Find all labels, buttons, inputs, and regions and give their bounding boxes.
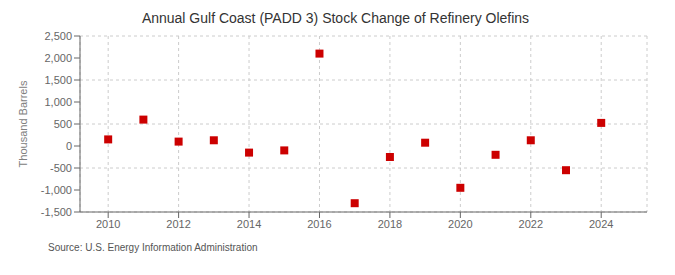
svg-text:Thousand Barrels: Thousand Barrels — [17, 80, 29, 167]
svg-text:2,000: 2,000 — [44, 52, 72, 64]
svg-text:-500: -500 — [50, 162, 72, 174]
svg-text:2016: 2016 — [307, 218, 331, 230]
svg-text:-1,000: -1,000 — [41, 184, 72, 196]
svg-text:1,500: 1,500 — [44, 74, 72, 86]
svg-text:500: 500 — [54, 118, 72, 130]
svg-text:2024: 2024 — [589, 218, 613, 230]
svg-text:2010: 2010 — [96, 218, 120, 230]
html-text:Annual Gulf Coast (PADD 3) Sto: Annual Gulf Coast (PADD 3) Stock Change … — [141, 10, 530, 26]
svg-text:0: 0 — [66, 140, 72, 152]
svg-text:2018: 2018 — [378, 218, 402, 230]
svg-text:1,000: 1,000 — [44, 96, 72, 108]
svg-text:-1,500: -1,500 — [41, 206, 72, 218]
svg-text:2012: 2012 — [166, 218, 190, 230]
svg-text:2020: 2020 — [448, 218, 472, 230]
html-text:Source: U.S. Energy Informatio: Source: U.S. Energy Information Administ… — [48, 242, 258, 253]
svg-text:2014: 2014 — [237, 218, 261, 230]
svg-text:2,500: 2,500 — [44, 30, 72, 42]
svg-text:2022: 2022 — [519, 218, 543, 230]
